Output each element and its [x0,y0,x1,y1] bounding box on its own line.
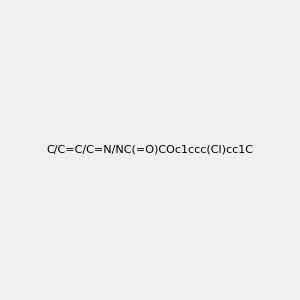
Text: C/C=C/C=N/NC(=O)COc1ccc(Cl)cc1C: C/C=C/C=N/NC(=O)COc1ccc(Cl)cc1C [46,145,253,155]
